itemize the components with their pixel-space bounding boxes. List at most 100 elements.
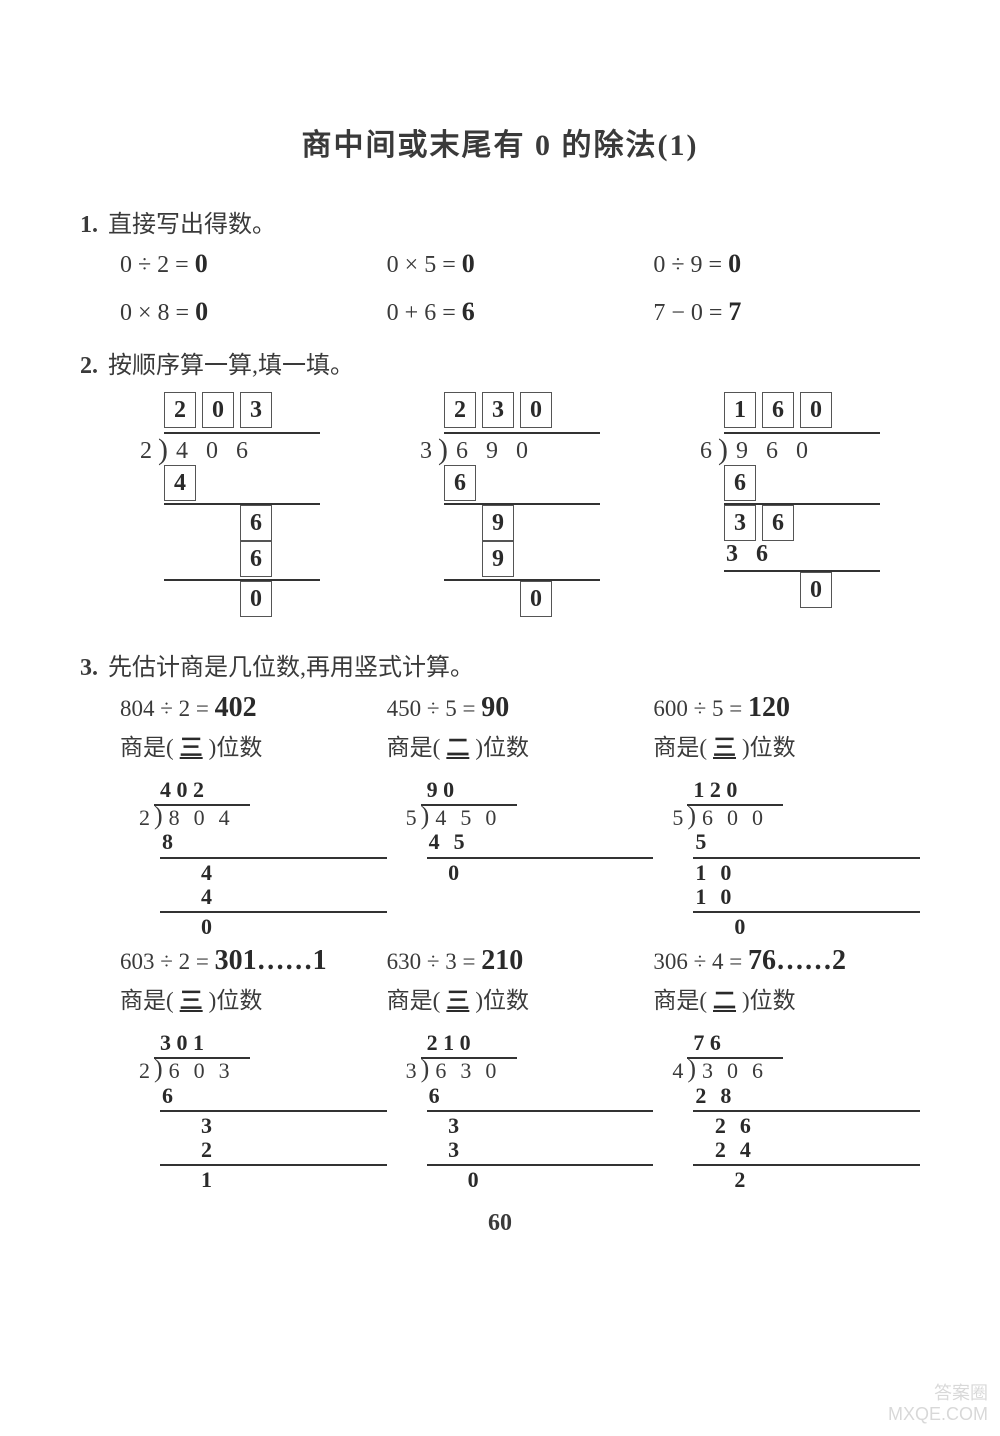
- work-digit-box: 6: [240, 505, 272, 541]
- q3-number: 3.: [80, 655, 98, 681]
- quotient-digit-box: 0: [202, 392, 234, 428]
- answer-hw: 0: [462, 249, 475, 278]
- work-number: 36: [724, 541, 880, 568]
- division-bracket-icon: ): [718, 438, 728, 462]
- mini-work-line: 3: [427, 1138, 654, 1162]
- mini-long-division: 3 0 12)6036 3 2 1: [124, 1031, 387, 1192]
- digits-hw: 三: [174, 735, 209, 760]
- dividend: 406: [170, 438, 266, 465]
- mini-quot-row: 1 2 0: [657, 778, 920, 806]
- mini-underline: [160, 857, 387, 859]
- mini-quot-row: 2 1 0: [391, 1031, 654, 1059]
- expr-text: 603 ÷ 2 =: [120, 949, 209, 974]
- page-title: 商中间或末尾有 0 的除法(1): [80, 120, 920, 164]
- mini-work-line: 0: [427, 1168, 654, 1192]
- work-digit-box: 0: [240, 581, 272, 617]
- answer-hw: 0: [728, 249, 741, 278]
- quotient-digit-box: 0: [520, 392, 552, 428]
- q3-digits-line: 商是(三)位数: [387, 981, 654, 1015]
- work-number: 0: [164, 581, 320, 617]
- watermark-line1: 答案圈: [888, 1383, 988, 1405]
- work-number: 9: [444, 505, 600, 541]
- watermark: 答案圈 MXQE.COM: [888, 1383, 988, 1426]
- q3-longdiv-row: 4 0 22)8048 4 4 0 9 05)45045 01 2 05)600…: [120, 778, 920, 939]
- q3-longdiv-row: 3 0 12)6036 3 2 12 1 03)6306 3 3 0 7 64)…: [120, 1031, 920, 1192]
- division-bracket-icon: ): [158, 438, 168, 462]
- label-prefix: 商是(: [387, 735, 441, 760]
- mini-work-line: 2: [160, 1138, 387, 1162]
- q3-container: 804 ÷ 2 = 402商是(三)位数450 ÷ 5 = 90商是(二)位数6…: [80, 692, 920, 1192]
- mini-work-line: 4: [160, 861, 387, 885]
- mini-underline: [693, 857, 920, 859]
- work-digit-box: 6: [444, 465, 476, 501]
- label-prefix: 商是(: [653, 988, 707, 1013]
- q1-item: 0 + 6 = 6: [387, 297, 654, 327]
- division-line: 6)960: [680, 438, 880, 465]
- mini-div-row: 5)600: [657, 806, 920, 830]
- mini-work-line: 8: [160, 830, 387, 854]
- expr: 0 ÷ 2 =: [120, 252, 189, 278]
- q2-header: 2. 按顺序算一算,填一填。: [80, 345, 920, 380]
- expr: 0 + 6 =: [387, 300, 456, 326]
- division-bracket-icon: ): [154, 806, 163, 826]
- division-bracket-icon: ): [154, 1059, 163, 1079]
- division-bracket-icon: ): [421, 1059, 430, 1079]
- dividend: 960: [730, 438, 826, 465]
- label-suffix: )位数: [209, 735, 263, 760]
- work-step: 0: [444, 581, 600, 617]
- mini-work: 6 3 3 0: [427, 1084, 654, 1193]
- mini-work-line: 10: [693, 885, 920, 909]
- answer-hw: 7: [728, 297, 741, 326]
- q1-item: 0 ÷ 9 = 0: [653, 249, 920, 279]
- mini-work-line: 45: [427, 830, 654, 854]
- mini-work-line: 2: [693, 1168, 920, 1192]
- division-bracket-icon: ): [687, 806, 696, 826]
- q3-ld-cell: 9 05)45045 0: [387, 778, 654, 939]
- mini-quot-row: 3 0 1: [124, 1031, 387, 1059]
- q1-item: 0 × 5 = 0: [387, 249, 654, 279]
- q1-header: 1. 直接写出得数。: [80, 204, 920, 239]
- mini-work-line: 4: [160, 885, 387, 909]
- quotient-digit-box: 1: [724, 392, 756, 428]
- mini-dividend: 804: [165, 806, 244, 830]
- q1-row1: 0 ÷ 2 = 0 0 × 5 = 0 0 ÷ 9 = 0: [120, 249, 920, 279]
- digits-hw: 二: [440, 735, 475, 760]
- work-step: 6: [444, 465, 600, 505]
- work-digit-box: 9: [482, 505, 514, 541]
- work-step: 6: [164, 541, 320, 581]
- work-step: 0: [164, 581, 320, 617]
- division-bracket-icon: ): [421, 806, 430, 826]
- work-digit-box: 6: [724, 465, 756, 501]
- q3-expr: 450 ÷ 5 = 90: [387, 692, 654, 724]
- expr: 7 − 0 =: [653, 300, 722, 326]
- mini-underline: [427, 857, 654, 859]
- q3-ld-cell: 2 1 03)6306 3 3 0: [387, 1031, 654, 1192]
- expr: 0 ÷ 9 =: [653, 252, 722, 278]
- expr-text: 600 ÷ 5 =: [653, 696, 742, 721]
- label-prefix: 商是(: [653, 735, 707, 760]
- mini-dividend: 600: [698, 806, 777, 830]
- work-digit-box: 0: [800, 572, 832, 608]
- mini-work-line: 0: [427, 861, 654, 885]
- work-number: 36: [724, 505, 880, 541]
- q2-number: 2.: [80, 353, 98, 379]
- digits-hw: 三: [707, 735, 742, 760]
- work-number: 6: [444, 465, 600, 501]
- quotient-row: 230: [444, 392, 600, 434]
- page-number: 60: [80, 1210, 920, 1237]
- mini-div-row: 4)306: [657, 1059, 920, 1083]
- mini-quotient: 3 0 1: [154, 1031, 250, 1059]
- work-number: 0: [444, 581, 600, 617]
- mini-div-row: 3)630: [391, 1059, 654, 1083]
- mini-dividend: 630: [431, 1059, 510, 1083]
- work-digit-box: 6: [240, 541, 272, 577]
- work-number: 6: [724, 465, 880, 501]
- mini-divisor: 4: [657, 1059, 687, 1083]
- mini-underline: [427, 1164, 654, 1166]
- mini-work: 45 0: [427, 830, 654, 884]
- quotient-digit-box: 2: [164, 392, 196, 428]
- q2-text: 按顺序算一算,填一填。: [108, 353, 354, 379]
- division-line: 3)690: [400, 438, 600, 465]
- q1-text: 直接写出得数。: [108, 212, 276, 238]
- divisor: 6: [680, 438, 718, 465]
